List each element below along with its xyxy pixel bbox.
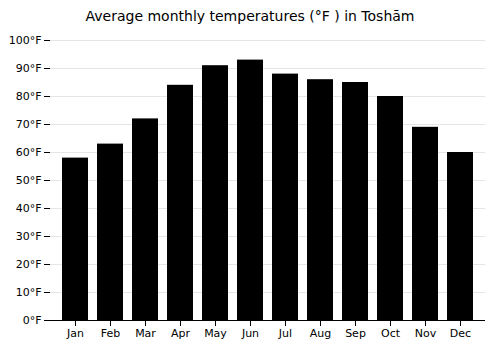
svg-text:Jan: Jan	[66, 327, 84, 340]
svg-text:50°F: 50°F	[16, 174, 42, 187]
svg-text:30°F: 30°F	[16, 230, 42, 243]
svg-text:10°F: 10°F	[16, 286, 42, 299]
svg-text:Nov: Nov	[415, 327, 437, 340]
svg-text:Aug: Aug	[310, 327, 331, 340]
svg-text:80°F: 80°F	[16, 90, 42, 103]
svg-text:Apr: Apr	[171, 327, 191, 340]
svg-text:40°F: 40°F	[16, 202, 42, 215]
svg-text:Jun: Jun	[241, 327, 259, 340]
svg-text:20°F: 20°F	[16, 258, 42, 271]
svg-text:Jul: Jul	[278, 327, 292, 340]
svg-text:Sep: Sep	[345, 327, 366, 340]
svg-text:Oct: Oct	[381, 327, 401, 340]
svg-text:May: May	[204, 327, 227, 340]
svg-text:Dec: Dec	[450, 327, 471, 340]
svg-text:70°F: 70°F	[16, 118, 42, 131]
svg-text:0°F: 0°F	[23, 314, 42, 327]
svg-text:100°F: 100°F	[9, 34, 42, 47]
html-text:Average monthly temperatures (: Average monthly temperatures (°F ) in To…	[85, 8, 415, 24]
svg-text:60°F: 60°F	[16, 146, 42, 159]
svg-text:90°F: 90°F	[16, 62, 42, 75]
svg-text:Mar: Mar	[135, 327, 156, 340]
svg-text:Feb: Feb	[101, 327, 120, 340]
